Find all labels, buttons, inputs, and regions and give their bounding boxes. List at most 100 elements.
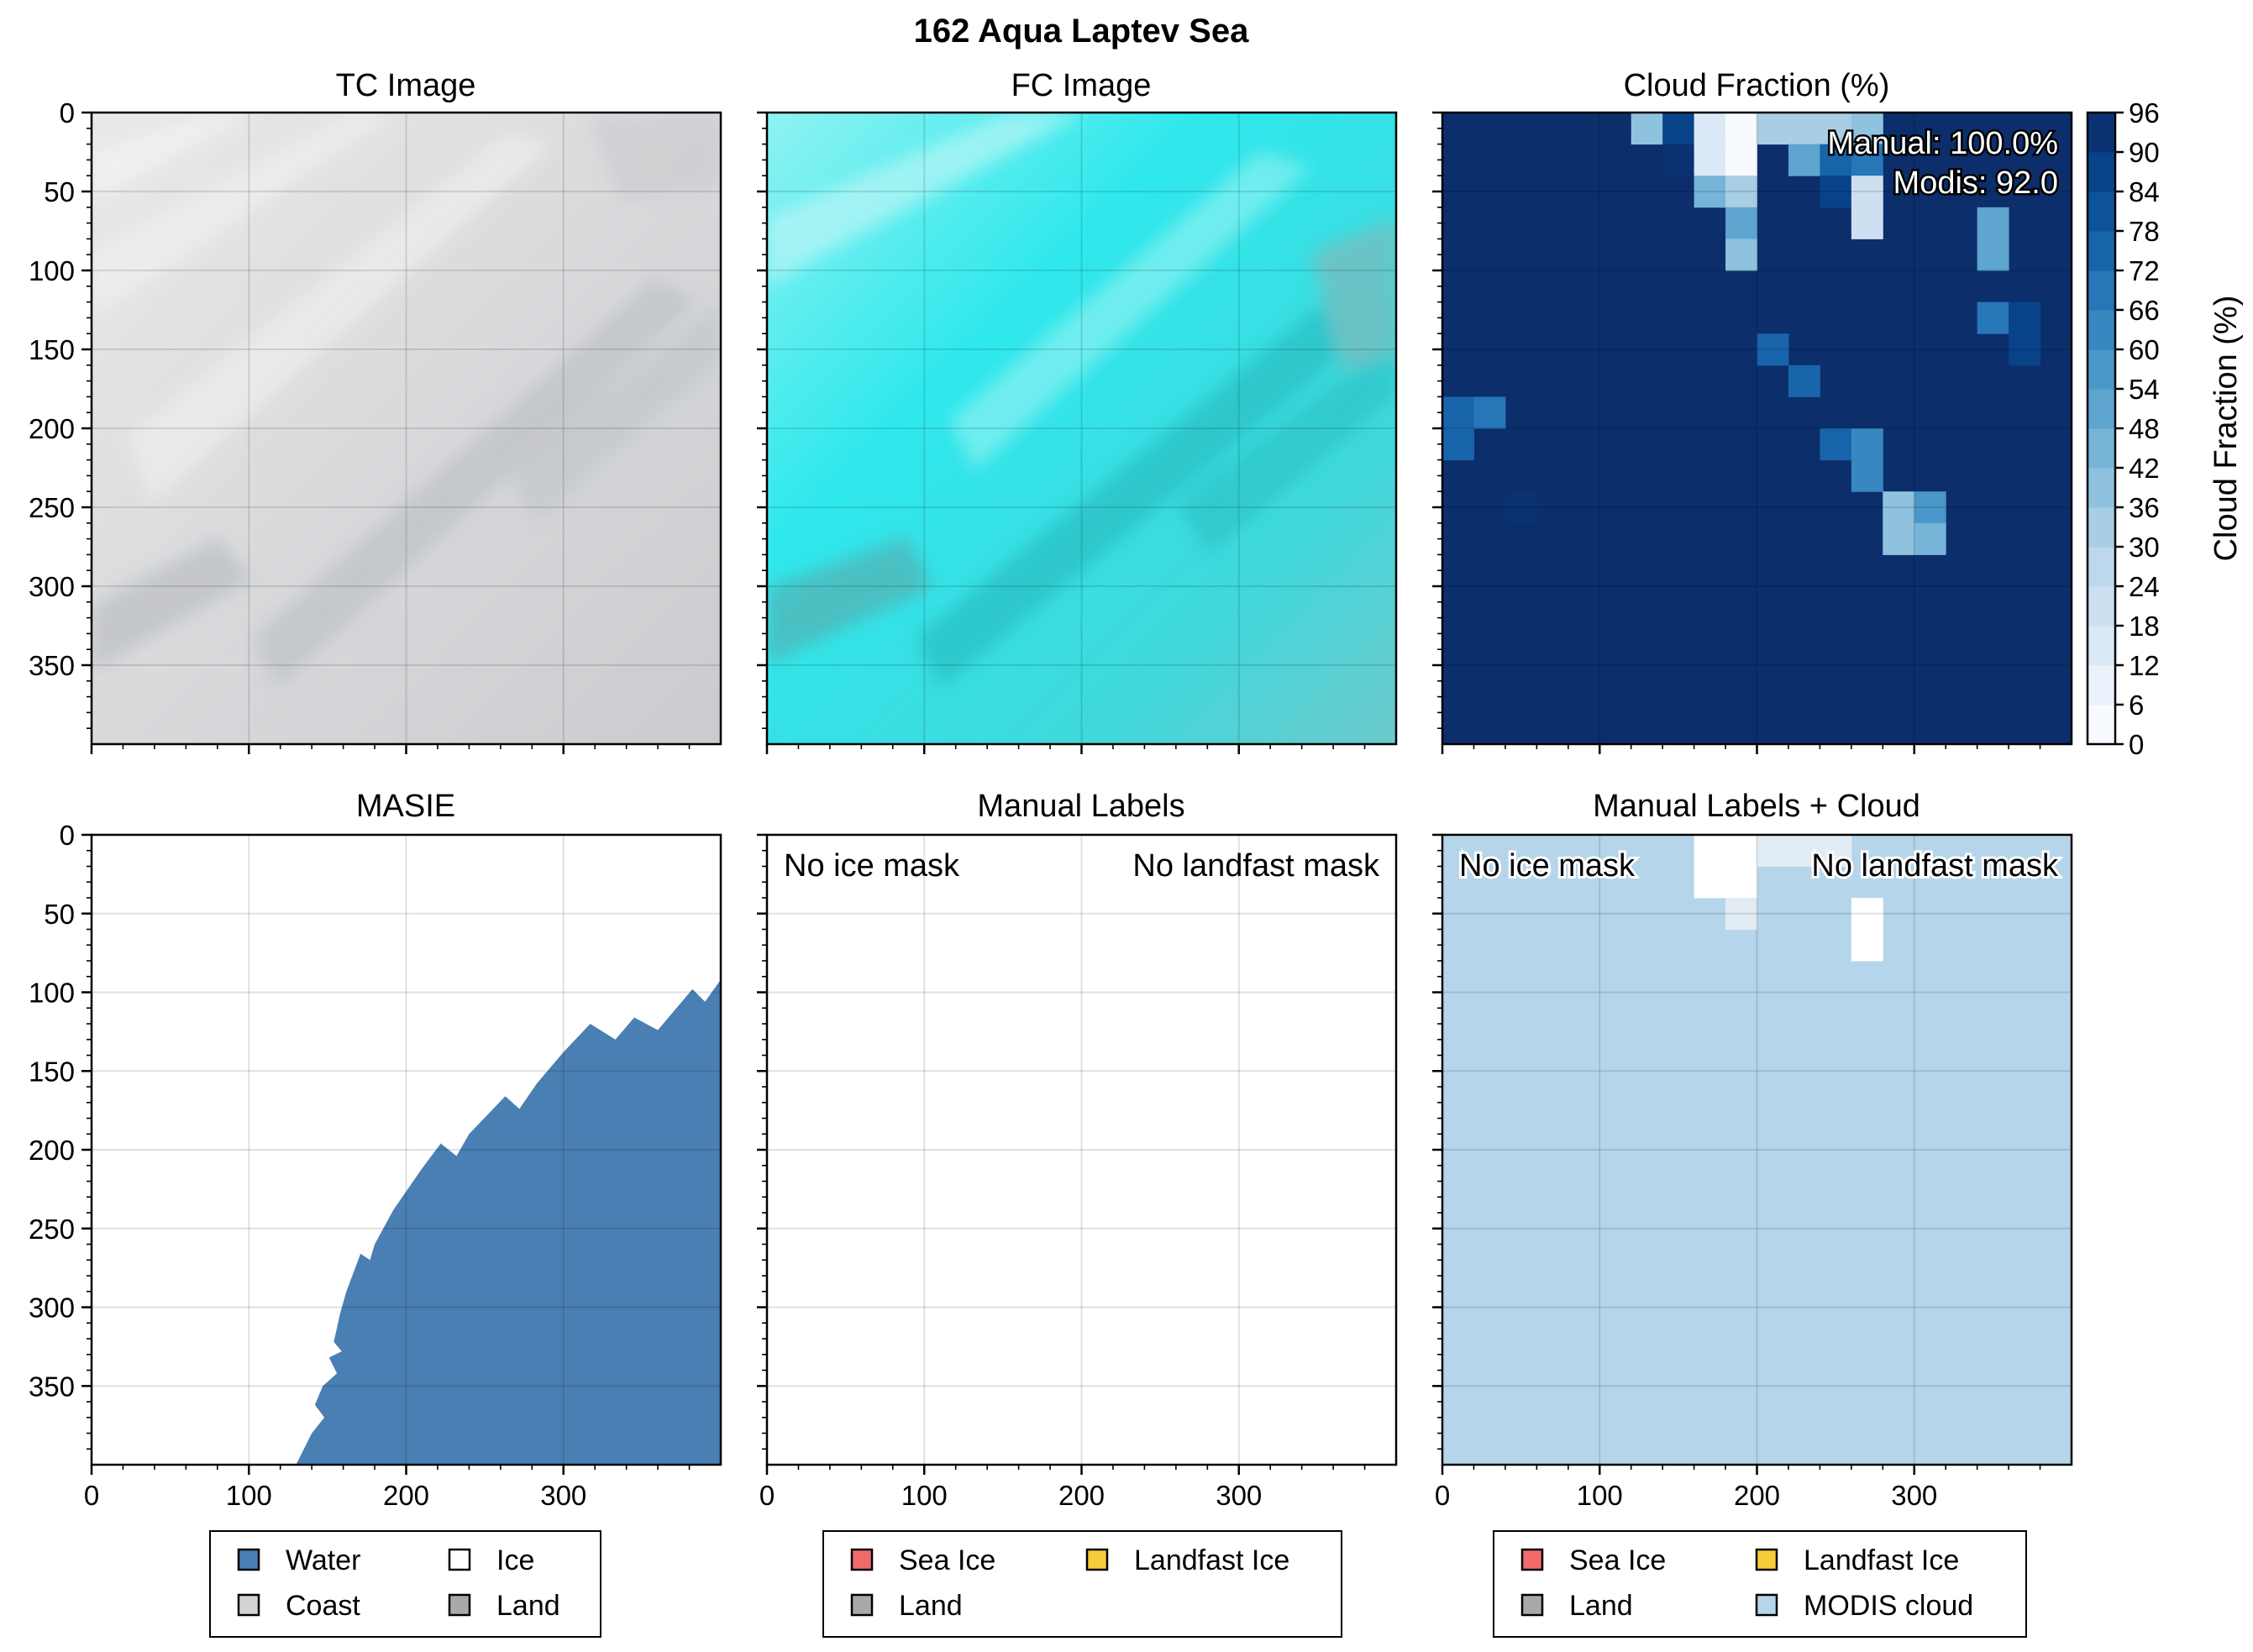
colorbar: 0 6 12 18 24 30 36 42 48 54 60 66 72 78 84 90 96 [2086, 97, 2160, 760]
no-landfast-mask-note: No landfast mask [1811, 848, 2059, 884]
cloud-cell [1914, 491, 1946, 524]
cloud-cell [1883, 491, 1915, 524]
panel-cloud-fraction: Cloud Fraction (%) Manual: 100.0% Modis:… [1432, 68, 2244, 760]
masie-water-area [296, 979, 721, 1465]
clear-sky-cell [1694, 835, 1726, 867]
cloud-cell [1820, 113, 1852, 145]
legend-manual: Sea Ice Landfast Ice Land [822, 1530, 1342, 1638]
tc-grid [92, 113, 721, 744]
y-tick-label: 150 [29, 334, 75, 365]
clear-sky-cell [1851, 929, 1883, 962]
colorbar-swatch [2088, 507, 2115, 548]
legend-swatch [1755, 1548, 1778, 1571]
colorbar-swatch [2088, 547, 2115, 587]
legend-swatch [448, 1593, 471, 1617]
cloud-cell [1725, 144, 1757, 176]
clear-sky-cell [1725, 866, 1757, 899]
colorbar-swatch [2088, 349, 2115, 390]
colorbar-tick-label: 24 [2129, 571, 2160, 602]
manual-background [767, 835, 1396, 1465]
cloud-cell [1725, 113, 1757, 145]
cloud-cell [2009, 302, 2041, 334]
colorbar-swatch [2088, 152, 2115, 192]
panel-fc-image: FC Image [757, 68, 1398, 754]
legend-label: Land [1569, 1590, 1633, 1622]
cloud-cell [1977, 207, 2009, 239]
cloud-cell [1442, 428, 1474, 461]
legend-label: Ice [496, 1544, 534, 1576]
clear-sky-cell [1725, 835, 1757, 867]
colorbar-tick-label: 6 [2129, 690, 2144, 721]
colorbar-tick-label: 48 [2129, 413, 2160, 444]
legend-masie: Water Ice Coast Land [209, 1530, 601, 1638]
masie-frame [90, 833, 722, 1466]
legend-swatch [1520, 1593, 1544, 1617]
y-tick-label: 100 [29, 978, 75, 1009]
cloud-cell [1977, 239, 2009, 271]
y-tick-label: 200 [29, 1135, 75, 1166]
cloud-cell [1914, 522, 1946, 555]
y-tick-label: 50 [44, 176, 75, 207]
cloud-cell [1757, 113, 1789, 145]
legend-label: Landfast Ice [1804, 1544, 1959, 1576]
cloud-cell [1725, 239, 1757, 271]
manual-cloud-frame [1441, 833, 2073, 1466]
panel-title: Manual Labels [977, 789, 1184, 824]
cloud-cell [1883, 522, 1915, 555]
cloud-cell [1694, 144, 1726, 176]
colorbar-swatch [2088, 310, 2115, 350]
colorbar-tick-label: 0 [2129, 729, 2144, 760]
colorbar-swatch [2088, 665, 2115, 705]
cloud-cell [1788, 364, 1820, 397]
fc-frame [765, 111, 1398, 746]
colorbar-tick-label: 30 [2129, 532, 2160, 563]
y-tick-label: 100 [29, 255, 75, 286]
panel-title: Manual Labels + Cloud [1593, 789, 1920, 824]
no-ice-mask-note: No ice mask [784, 848, 960, 884]
clear-sky-cell [1757, 835, 1789, 867]
y-tick-label: 250 [29, 492, 75, 523]
clear-sky-cell [1851, 898, 1883, 930]
y-tick-label: 250 [29, 1214, 75, 1245]
cloud-cell [1631, 113, 1663, 145]
modis-cloud-area [1442, 835, 2072, 1465]
cloud-axes [1432, 111, 2041, 754]
colorbar-swatch [2088, 626, 2115, 666]
cloud-cell [1662, 113, 1695, 145]
x-tick-label: 100 [901, 1480, 948, 1511]
x-tick-label: 300 [1891, 1480, 1937, 1511]
cloud-cell [1725, 176, 1757, 208]
legend-label: Water [286, 1544, 360, 1576]
cloud-cell [1725, 207, 1757, 239]
legend-swatch [237, 1593, 260, 1617]
manual-frame [765, 833, 1398, 1466]
y-tick-label: 300 [29, 571, 75, 602]
legend-label: Land [496, 1590, 560, 1622]
clear-sky-cell [1788, 835, 1820, 867]
colorbar-tick-label: 42 [2129, 453, 2160, 484]
legend-label: Coast [286, 1590, 360, 1622]
legend-swatch [1755, 1593, 1778, 1617]
x-tick-label: 100 [1577, 1480, 1623, 1511]
cloud-cell [1851, 428, 1883, 461]
colorbar-swatch [2088, 389, 2115, 429]
colorbar-swatch [2088, 113, 2115, 153]
y-tick-label: 0 [60, 820, 75, 851]
colorbar-tick-label: 96 [2129, 97, 2160, 128]
panel-manual-labels: Manual Labels 0 100 200 300 No ice mask No … [757, 789, 1398, 1511]
cloud-cell [1662, 144, 1695, 176]
colorbar-swatch [2088, 231, 2115, 271]
manual-cloud-mask [1442, 835, 2072, 1465]
tc-satellite-image [92, 113, 721, 744]
y-tick-label: 200 [29, 413, 75, 444]
legend-swatch [850, 1593, 874, 1617]
legend-label: Sea Ice [1569, 1544, 1666, 1576]
panel-title: Cloud Fraction (%) [1624, 68, 1890, 103]
colorbar-tick-label: 60 [2129, 334, 2160, 365]
manual-axes: 0 100 200 300 [757, 833, 1366, 1511]
no-ice-mask-note: No ice mask [1459, 848, 1636, 884]
panel-title: MASIE [356, 789, 455, 824]
cloud-cell [1473, 396, 1506, 429]
no-landfast-mask-note: No landfast mask [1132, 848, 1380, 884]
